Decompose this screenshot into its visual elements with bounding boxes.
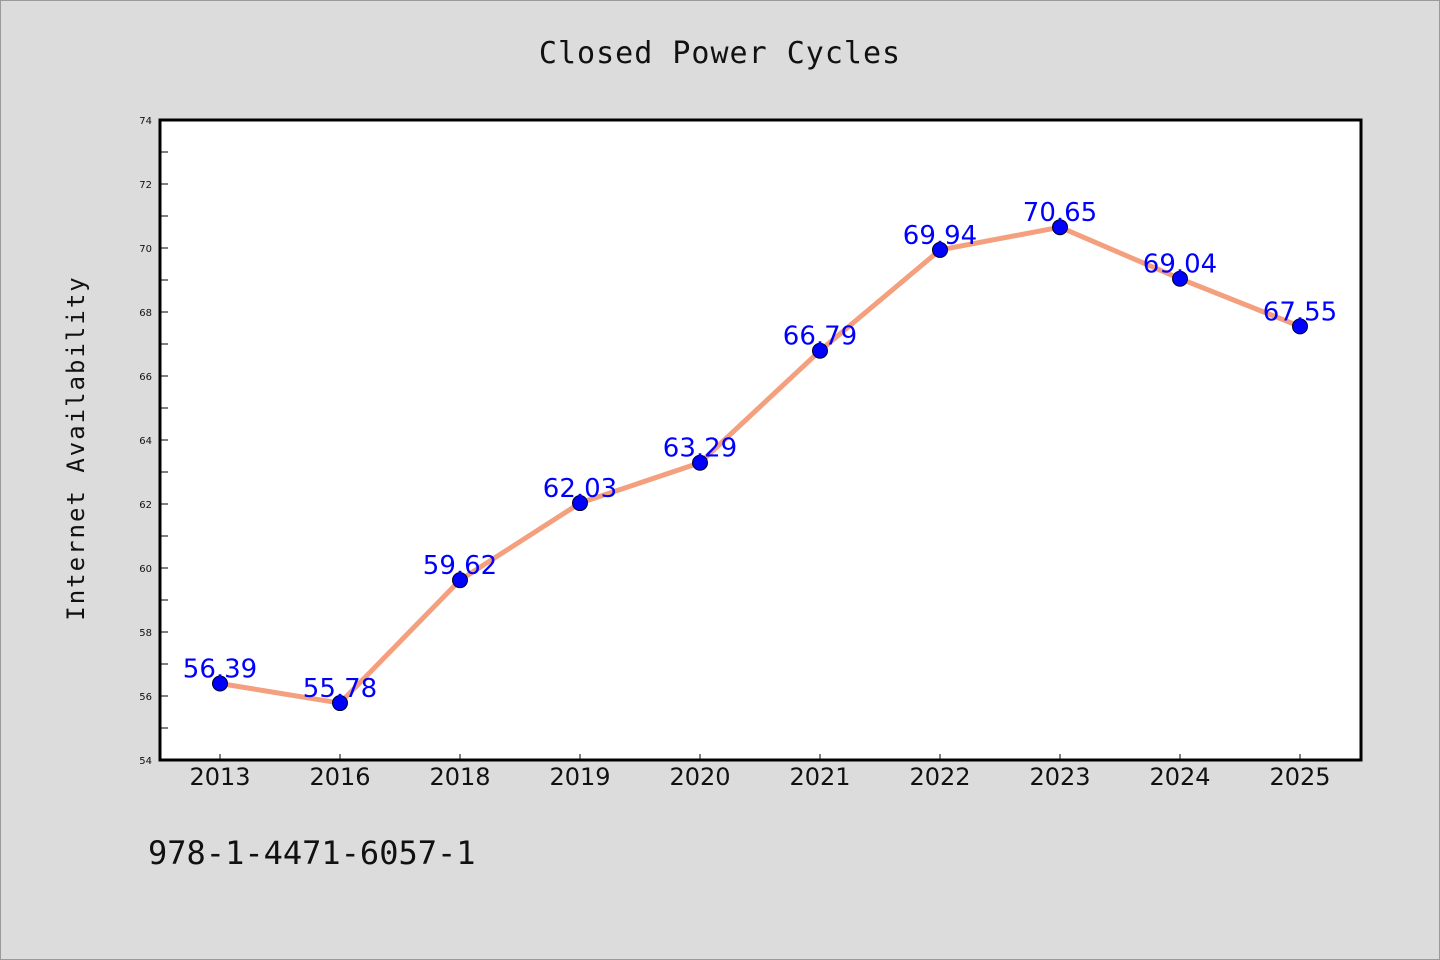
data-point-marker	[692, 454, 708, 471]
data-point-marker	[812, 342, 828, 359]
y-tick-label: 70	[139, 244, 152, 255]
plot-area	[160, 120, 1361, 760]
y-tick-label: 66	[139, 372, 152, 383]
x-tick-label: 2020	[669, 763, 730, 791]
data-point-marker	[1292, 318, 1308, 335]
footer-code: 978-1-4471-6057-1	[148, 834, 476, 872]
series-line-group	[217, 224, 1303, 706]
y-tick-label: 62	[139, 500, 152, 511]
x-tick-label: 2018	[429, 763, 490, 791]
y-tick-label: 60	[139, 564, 152, 575]
data-point-marker	[572, 495, 588, 512]
data-point-marker	[332, 695, 348, 712]
x-axis-ticks: 2013 2016 2018 2019 2020 2021 2022 2023 2024 2025	[189, 754, 1331, 791]
data-label: 59.62	[423, 551, 497, 581]
data-point-marker	[1052, 219, 1068, 236]
marker-group	[212, 219, 1308, 712]
data-label: 70.65	[1023, 198, 1097, 228]
data-label: 69.94	[903, 221, 977, 251]
y-axis-label: Internet Availability	[62, 275, 90, 620]
y-tick-label: 74	[139, 116, 152, 127]
x-tick-label: 2016	[309, 763, 370, 791]
data-label-group: 56.39 55.78 59.62 62.03 63.29 66.79 69.94 70.65…	[183, 198, 1337, 704]
data-label: 63.29	[663, 434, 737, 464]
y-tick-label: 58	[139, 628, 152, 639]
data-label: 66.79	[783, 322, 857, 352]
x-tick-label: 2022	[909, 763, 970, 791]
data-label: 56.39	[183, 655, 257, 685]
y-tick-label: 72	[139, 180, 152, 191]
x-tick-label: 2019	[549, 763, 610, 791]
chart-title: Closed Power Cycles	[539, 36, 901, 71]
data-point-marker	[932, 241, 948, 258]
data-label: 69.04	[1143, 250, 1217, 280]
y-tick-label: 56	[139, 692, 152, 703]
data-point-marker	[1172, 270, 1188, 287]
y-tick-label: 64	[139, 436, 152, 447]
y-tick-label: 54	[139, 756, 152, 767]
data-point-marker	[452, 572, 468, 589]
data-label: 55.78	[303, 674, 377, 704]
data-point-marker	[212, 675, 228, 692]
y-tick-label: 68	[139, 308, 152, 319]
x-tick-label: 2023	[1029, 763, 1090, 791]
data-label: 62.03	[543, 474, 617, 504]
series-line	[217, 224, 1303, 706]
plot-border	[158, 118, 1363, 762]
x-tick-label: 2013	[189, 763, 250, 791]
x-tick-label: 2025	[1269, 763, 1330, 791]
x-tick-label: 2021	[789, 763, 850, 791]
data-label: 67.55	[1263, 297, 1337, 327]
x-tick-label: 2024	[1149, 763, 1210, 791]
